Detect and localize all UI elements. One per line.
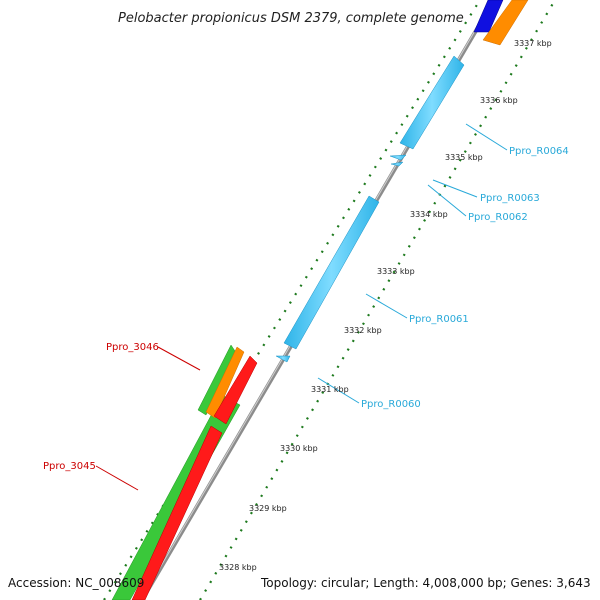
outer-dotted-rail xyxy=(103,0,481,600)
rna-feature-r0061 xyxy=(283,195,380,350)
inner-dotted-rail xyxy=(199,0,556,600)
connector-r0061 xyxy=(365,293,408,319)
connector-ppro-3046 xyxy=(157,346,201,371)
tick-label: 3336 kbp xyxy=(480,96,518,105)
gene-label-ppro-r0064: Ppro_R0064 xyxy=(509,146,569,157)
cds-feature-red-short xyxy=(213,355,258,425)
genome-summary-text: Topology: circular; Length: 4,008,000 bp… xyxy=(260,576,591,590)
rna-feature-r0062 xyxy=(390,161,404,167)
rna-feature-r0063 xyxy=(389,154,407,161)
tick-labels: 3328 kbp 3329 kbp 3330 kbp 3331 kbp 3332… xyxy=(219,39,552,572)
gene-label-ppro-r0062: Ppro_R0062 xyxy=(468,212,528,223)
tick-label: 3328 kbp xyxy=(219,563,257,572)
tick-label: 3333 kbp xyxy=(377,267,415,276)
map-title: Pelobacter propionicus DSM 2379, complet… xyxy=(118,11,464,26)
accession-text: Accession: NC_008609 xyxy=(8,576,144,590)
gene-label-ppro-r0063: Ppro_R0063 xyxy=(480,193,540,204)
tick-label: 3329 kbp xyxy=(249,504,287,513)
connector-r0062 xyxy=(427,184,467,217)
gene-label-ppro-3045: Ppro_3045 xyxy=(43,461,96,472)
gene-label-ppro-r0060: Ppro_R0060 xyxy=(361,399,421,410)
connector-ppro-3045 xyxy=(95,465,139,491)
tick-label: 3331 kbp xyxy=(311,385,349,394)
rna-feature-r0060 xyxy=(275,355,291,363)
gene-label-ppro-3046: Ppro_3046 xyxy=(106,342,159,353)
connector-r0064 xyxy=(465,123,508,151)
gene-label-ppro-r0061: Ppro_R0061 xyxy=(409,314,469,325)
connector-r0060 xyxy=(317,377,360,404)
cds-feature-orange-mid xyxy=(205,346,245,419)
tick-label: 3334 kbp xyxy=(410,210,448,219)
cds-feature-orange-top xyxy=(482,0,529,46)
tick-label: 3335 kbp xyxy=(445,153,483,162)
tick-label: 3330 kbp xyxy=(280,444,318,453)
rna-feature-r0064 xyxy=(399,55,465,150)
tick-label: 3337 kbp xyxy=(514,39,552,48)
connector-r0063 xyxy=(432,179,478,198)
cds-feature-red-long xyxy=(131,425,223,600)
cds-feature-blue-top xyxy=(473,0,504,33)
tick-label: 3332 kbp xyxy=(344,326,382,335)
